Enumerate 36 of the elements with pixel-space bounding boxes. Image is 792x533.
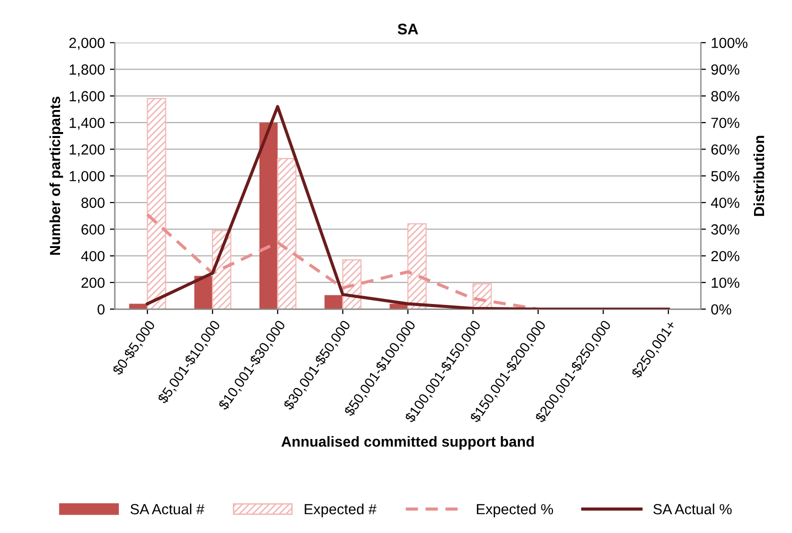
legend-label: SA Actual #	[130, 504, 204, 514]
chart-title: SA	[398, 24, 418, 34]
y-tick-label: 1,800	[70, 64, 105, 76]
bar	[277, 158, 296, 310]
legend-label: Expected #	[304, 504, 376, 518]
legend-label: Expected %	[476, 504, 554, 518]
y2-tick-label: 70%	[711, 118, 740, 128]
y2-tick-label: 20%	[711, 250, 740, 262]
line-series	[146, 105, 670, 310]
y2-tick-label: 100%	[712, 38, 748, 48]
bar	[146, 98, 166, 310]
y-tick-label: 600	[82, 224, 105, 235]
legend-label: SA Actual %	[653, 504, 732, 514]
y2-tick-label: 40%	[710, 198, 740, 208]
y-axis-title: Number of participants	[49, 96, 64, 255]
y-tick-label: 400	[81, 250, 105, 262]
x-axis-title: Annualised committed support band	[281, 436, 534, 450]
y-tick-label: 2,000	[69, 38, 105, 50]
y-tick-label: 1,400	[70, 118, 105, 130]
y2-tick-label: 80%	[711, 91, 740, 102]
bar	[324, 295, 343, 310]
y-tick-label: 800	[81, 198, 105, 208]
y2-tick-label: 0%	[711, 304, 732, 315]
bar	[407, 223, 427, 310]
y-tick-label: 1,000	[70, 170, 105, 184]
y2-tick-label: 60%	[711, 144, 740, 155]
y2-tick-label: 30%	[711, 224, 740, 235]
bar	[259, 122, 278, 310]
y2-tick-label: 50%	[711, 170, 740, 182]
y2-tick-label: 90%	[711, 64, 740, 75]
y2-axis-title: Distribution	[753, 136, 764, 216]
y-tick-label: 1,200	[70, 144, 105, 156]
y-tick-label: 0	[98, 304, 105, 315]
y-tick-label: 200	[82, 278, 105, 288]
y-tick-label: 1,600	[70, 91, 105, 104]
y2-tick-label: 10%	[712, 278, 740, 288]
